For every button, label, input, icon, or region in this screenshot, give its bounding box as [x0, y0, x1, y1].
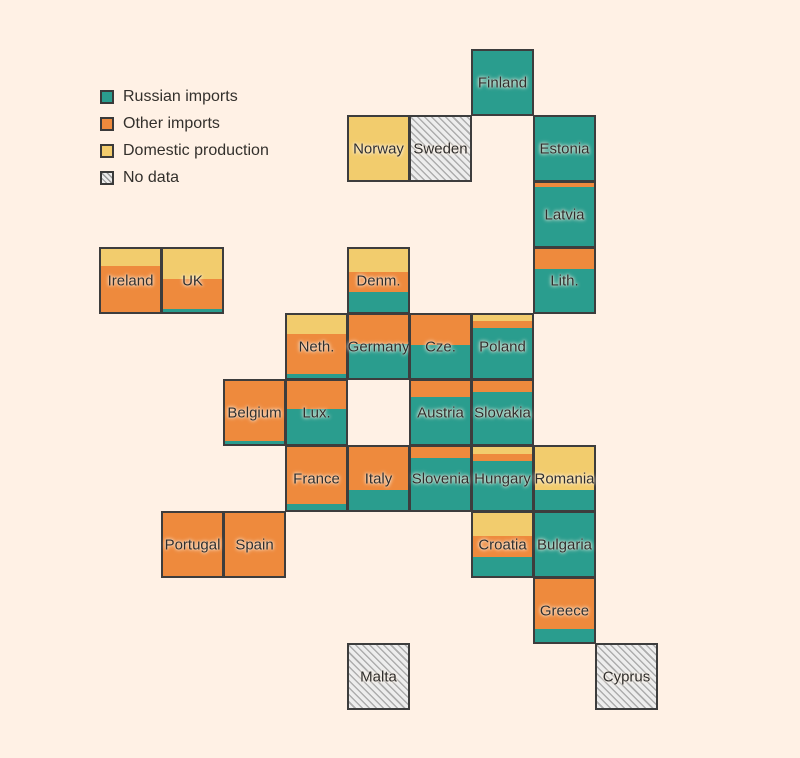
tile-germany: Germany — [347, 313, 410, 380]
legend-item-domestic-production: Domestic production — [100, 137, 269, 164]
germany-russian-segment — [349, 343, 408, 378]
slovenia-russian-segment — [411, 458, 470, 510]
croatia-russian-segment — [473, 557, 532, 577]
tile-romania: Romania — [533, 445, 596, 512]
tile-netherlands: Neth. — [285, 313, 348, 380]
hungary-domestic-segment — [473, 447, 532, 454]
uk-other-segment — [163, 279, 222, 310]
lithuania-other-segment — [535, 249, 594, 269]
portugal-other-segment — [163, 513, 222, 576]
luxembourg-other-segment — [287, 381, 346, 409]
netherlands-domestic-segment — [287, 315, 346, 334]
tile-belgium: Belgium — [223, 379, 286, 446]
denmark-domestic-segment — [349, 249, 408, 272]
slovakia-russian-segment — [473, 392, 532, 444]
bulgaria-russian-segment — [535, 513, 594, 576]
france-russian-segment — [287, 503, 346, 510]
legend-label: Other imports — [123, 114, 220, 132]
legend-label: Domestic production — [123, 141, 269, 159]
hungary-other-segment — [473, 453, 532, 461]
no-data-swatch-icon — [100, 170, 114, 185]
romania-domestic-segment — [535, 447, 594, 490]
hungary-russian-segment — [473, 460, 532, 511]
estonia-russian-segment — [535, 117, 594, 180]
belgium-other-segment — [225, 381, 284, 442]
ireland-domestic-segment — [101, 249, 160, 267]
greece-other-segment — [535, 579, 594, 630]
france-other-segment — [287, 447, 346, 504]
legend-item-other-imports: Other imports — [100, 110, 269, 137]
tile-bulgaria: Bulgaria — [533, 511, 596, 578]
latvia-other-segment — [535, 183, 594, 187]
tile-finland: Finland — [471, 49, 534, 116]
tile-czechia: Cze. — [409, 313, 472, 380]
netherlands-other-segment — [287, 333, 346, 375]
legend-item-no-data: No data — [100, 164, 269, 191]
austria-other-segment — [411, 381, 470, 397]
netherlands-russian-segment — [287, 374, 346, 378]
tile-austria: Austria — [409, 379, 472, 446]
spain-other-segment — [225, 513, 284, 576]
poland-domestic-segment — [473, 315, 532, 322]
slovenia-other-segment — [411, 447, 470, 459]
russian-imports-swatch-icon — [100, 89, 114, 104]
uk-domestic-segment — [163, 249, 222, 280]
tile-italy: Italy — [347, 445, 410, 512]
legend-label: No data — [123, 168, 180, 186]
slovakia-other-segment — [473, 381, 532, 393]
denmark-other-segment — [349, 271, 408, 293]
domestic-production-swatch-icon — [100, 143, 114, 158]
romania-russian-segment — [535, 489, 594, 510]
czechia-other-segment — [411, 315, 470, 346]
tile-luxembourg: Lux. — [285, 379, 348, 446]
czechia-russian-segment — [411, 345, 470, 378]
luxembourg-russian-segment — [287, 408, 346, 444]
legend-item-russian-imports: Russian imports — [100, 83, 269, 110]
lithuania-russian-segment — [535, 268, 594, 312]
other-imports-swatch-icon — [100, 116, 114, 131]
greece-russian-segment — [535, 629, 594, 642]
tile-ireland: Ireland — [99, 247, 162, 314]
germany-other-segment — [349, 315, 408, 344]
croatia-other-segment — [473, 535, 532, 558]
ireland-other-segment — [101, 266, 160, 312]
uk-russian-segment — [163, 309, 222, 312]
tile-spain: Spain — [223, 511, 286, 578]
croatia-domestic-segment — [473, 513, 532, 536]
poland-other-segment — [473, 321, 532, 329]
tile-sweden: Sweden — [409, 115, 472, 182]
tile-portugal: Portugal — [161, 511, 224, 578]
poland-russian-segment — [473, 328, 532, 378]
finland-russian-segment — [473, 51, 532, 114]
tile-malta: Malta — [347, 643, 410, 710]
tile-hungary: Hungary — [471, 445, 534, 512]
latvia-russian-segment — [535, 186, 594, 246]
tile-slovakia: Slovakia — [471, 379, 534, 446]
italy-russian-segment — [349, 489, 408, 510]
legend-label: Russian imports — [123, 87, 238, 105]
tile-norway: Norway — [347, 115, 410, 182]
legend: Russian imports Other imports Domestic p… — [100, 83, 269, 191]
austria-russian-segment — [411, 396, 470, 444]
tile-france: France — [285, 445, 348, 512]
italy-other-segment — [349, 447, 408, 490]
denmark-russian-segment — [349, 292, 408, 313]
tile-lithuania: Lith. — [533, 247, 596, 314]
tile-label-sweden: Sweden — [413, 140, 468, 157]
tile-poland: Poland — [471, 313, 534, 380]
tile-estonia: Estonia — [533, 115, 596, 182]
tile-croatia: Croatia — [471, 511, 534, 578]
norway-domestic-segment — [349, 117, 408, 180]
tile-latvia: Latvia — [533, 181, 596, 248]
tile-uk: UK — [161, 247, 224, 314]
tile-denmark: Denm. — [347, 247, 410, 314]
tile-greece: Greece — [533, 577, 596, 644]
tile-label-malta: Malta — [360, 668, 397, 685]
tile-label-cyprus: Cyprus — [602, 668, 651, 685]
tile-slovenia: Slovenia — [409, 445, 472, 512]
belgium-russian-segment — [225, 441, 284, 444]
tile-cyprus: Cyprus — [595, 643, 658, 710]
